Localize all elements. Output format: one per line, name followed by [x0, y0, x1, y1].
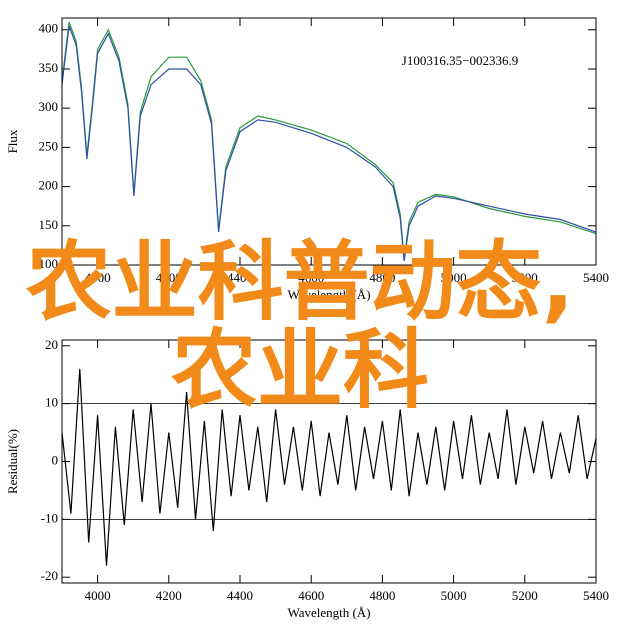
y-axis-label: Flux — [5, 129, 20, 153]
y-tick-label: 300 — [39, 99, 59, 114]
x-tick-label: 4800 — [369, 588, 395, 603]
y-axis-label: Residual(%) — [5, 429, 20, 494]
x-tick-label: 5000 — [441, 270, 467, 285]
x-tick-label: 4400 — [227, 270, 253, 285]
x-tick-label: 4400 — [227, 588, 253, 603]
series-line — [61, 25, 597, 262]
series-line — [61, 368, 597, 566]
x-tick-label: 4800 — [369, 270, 395, 285]
plot-frame — [61, 17, 597, 266]
y-tick-label: -20 — [41, 568, 58, 583]
x-tick-label: 4200 — [156, 270, 182, 285]
y-tick-label: 0 — [52, 452, 59, 467]
y-tick-label: 250 — [39, 138, 59, 153]
y-tick-label: 20 — [45, 337, 58, 352]
x-tick-label: 5400 — [583, 270, 609, 285]
y-tick-label: 10 — [45, 395, 58, 410]
x-axis-label: Wavelength (Å) — [287, 605, 370, 620]
x-tick-label: 4000 — [85, 588, 111, 603]
y-tick-label: 100 — [39, 256, 59, 271]
plot-frame — [61, 339, 597, 584]
y-tick-label: 400 — [39, 21, 59, 36]
x-tick-label: 5400 — [583, 588, 609, 603]
overlay-text: 农业科 — [171, 320, 429, 420]
y-tick-label: 350 — [39, 60, 59, 75]
x-tick-label: 5200 — [512, 270, 538, 285]
y-tick-label: -10 — [41, 510, 58, 525]
x-tick-label: 5200 — [512, 588, 538, 603]
x-tick-label: 4600 — [298, 270, 324, 285]
y-tick-label: 200 — [39, 178, 59, 193]
x-axis-label: Wavelength (Å) — [287, 287, 370, 302]
annotation: J100316.35−002336.9 — [402, 53, 518, 68]
x-tick-label: 4200 — [156, 588, 182, 603]
overlay-text: 农业科普动态, — [26, 232, 575, 332]
x-tick-label: 4000 — [85, 270, 111, 285]
y-tick-label: 150 — [39, 217, 59, 232]
x-tick-label: 5000 — [441, 588, 467, 603]
x-tick-label: 4600 — [298, 588, 324, 603]
